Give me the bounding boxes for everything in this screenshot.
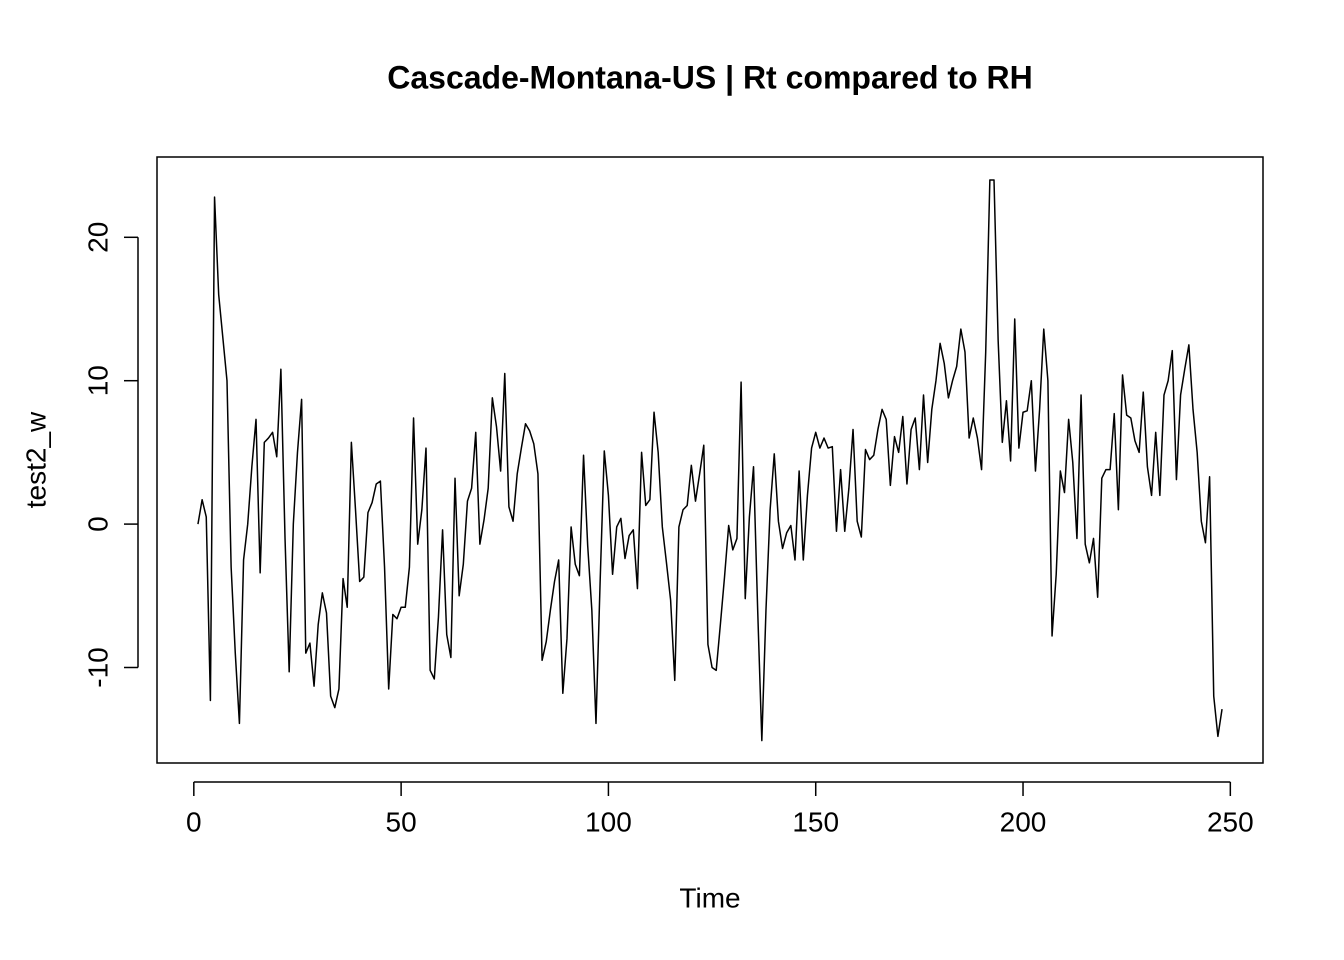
y-tick-label: 0	[82, 516, 113, 532]
y-tick-label: 10	[82, 365, 113, 396]
x-tick-label: 250	[1207, 806, 1254, 837]
chart-title: Cascade-Montana-US | Rt compared to RH	[387, 59, 1032, 95]
data-line	[197, 179, 1223, 742]
y-tick-label: 20	[82, 222, 113, 253]
x-tick-label: 100	[585, 806, 632, 837]
y-axis-label: test2_w	[20, 411, 51, 508]
x-axis-label: Time	[679, 882, 740, 913]
y-tick-label: -10	[82, 647, 113, 687]
x-tick-label: 50	[386, 806, 417, 837]
x-tick-label: 150	[792, 806, 839, 837]
x-tick-label: 200	[1000, 806, 1047, 837]
x-tick-label: 0	[186, 806, 202, 837]
plot-frame	[156, 156, 1264, 764]
